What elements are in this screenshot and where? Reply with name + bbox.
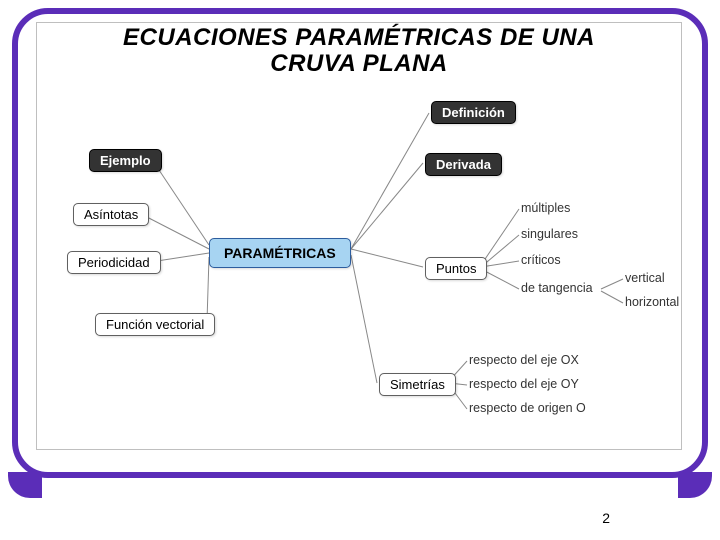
node-resp-ox: respecto del eje OX bbox=[469, 353, 579, 367]
corner-accent-left bbox=[8, 472, 42, 498]
node-periodicidad: Periodicidad bbox=[67, 251, 161, 274]
node-asintotas: Asíntotas bbox=[73, 203, 149, 226]
node-derivada: Derivada bbox=[425, 153, 502, 176]
node-resp-oy: respecto del eje OY bbox=[469, 377, 579, 391]
content-panel: ECUACIONES PARAMÉTRICAS DE UNA CRUVA PLA… bbox=[36, 22, 682, 450]
node-vertical: vertical bbox=[625, 271, 665, 285]
node-funcion: Función vectorial bbox=[95, 313, 215, 336]
node-ejemplo: Ejemplo bbox=[89, 149, 162, 172]
node-definicion: Definición bbox=[431, 101, 516, 124]
node-puntos: Puntos bbox=[425, 257, 487, 280]
node-horizontal: horizontal bbox=[625, 295, 679, 309]
page-number: 2 bbox=[602, 510, 610, 526]
node-criticos: críticos bbox=[521, 253, 561, 267]
node-multiples: múltiples bbox=[521, 201, 570, 215]
edge-layer bbox=[37, 23, 681, 449]
node-resp-o: respecto de origen O bbox=[469, 401, 586, 415]
node-tangencia: de tangencia bbox=[521, 281, 593, 295]
node-singulares: singulares bbox=[521, 227, 578, 241]
node-central: PARAMÉTRICAS bbox=[209, 238, 351, 268]
concept-map: PARAMÉTRICAS Definición Derivada Ejemplo… bbox=[37, 23, 681, 449]
corner-accent-right bbox=[678, 472, 712, 498]
node-simetrias: Simetrías bbox=[379, 373, 456, 396]
